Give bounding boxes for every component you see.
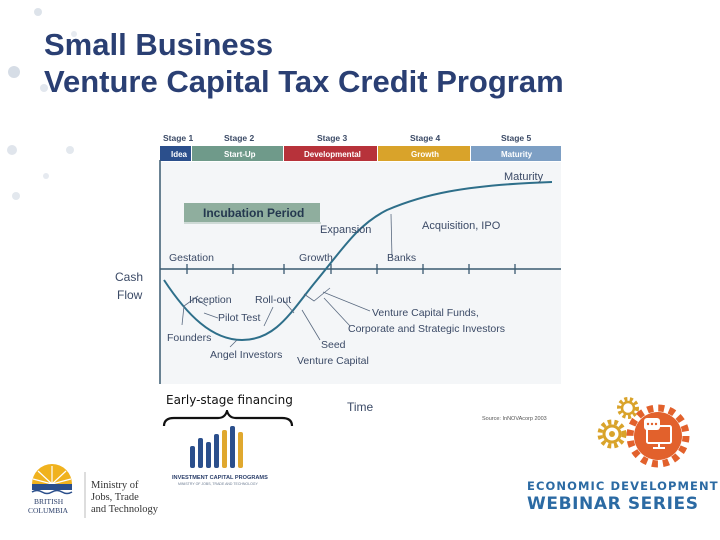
webinar-series-logo: ECONOMIC DEVELOPMENT WEBINAR SERIES — [527, 479, 719, 514]
label-growth: Growth — [299, 252, 333, 264]
stage-3-bar — [284, 146, 377, 161]
label-corporate-investors: Corporate and Strategic Investors — [348, 323, 505, 335]
bc-sun-icon — [32, 464, 72, 485]
stage-5-bar — [471, 146, 561, 161]
title-line-2: Venture Capital Tax Credit Program — [44, 64, 564, 99]
label-seed-venture-capital: Venture Capital — [297, 355, 369, 367]
label-founders: Founders — [167, 332, 211, 344]
chat-bubble-icon — [644, 418, 660, 430]
ministry-divider — [84, 472, 86, 518]
bc-waves — [31, 489, 73, 495]
ministry-line-2: Jobs, Trade — [91, 492, 139, 503]
early-stage-financing-label: Early-stage financing — [166, 393, 293, 407]
bc-government-logo: BRITISH COLUMBIA — [28, 464, 73, 515]
stage-1: Stage 1 Idea — [160, 133, 194, 161]
label-venture-capital-funds: Venture Capital Funds, — [372, 307, 479, 319]
stage-1-bar — [160, 146, 191, 161]
diagram-background — [160, 160, 561, 384]
ministry-line-3: and Technology — [91, 504, 159, 515]
bc-mountains — [32, 484, 72, 490]
x-axis-label-time: Time — [347, 400, 374, 414]
stage-4: Stage 4 Growth — [378, 133, 470, 161]
label-angel-investors: Angel Investors — [210, 349, 282, 361]
label-inception: Inception — [189, 294, 232, 306]
bc-logo-columbia: COLUMBIA — [28, 506, 69, 515]
webinar-line-2: WEBINAR SERIES — [527, 494, 699, 514]
investment-capital-programs-logo: INVESTMENT CAPITAL PROGRAMS MINISTRY OF … — [172, 426, 268, 486]
icp-logo-subtitle: MINISTRY OF JOBS, TRADE AND TECHNOLOGY — [178, 482, 259, 486]
title-line-1: Small Business — [44, 27, 274, 62]
stage-2-name: Start-Up — [224, 150, 256, 159]
stage-3-name: Developmental — [304, 150, 361, 159]
stage-2-bar — [192, 146, 283, 161]
small-gear-icon — [617, 397, 639, 419]
business-lifecycle-diagram: Stage 1 Idea Stage 2 Start-Up Stage 3 De… — [115, 130, 561, 422]
stage-5-name: Maturity — [501, 150, 533, 159]
label-banks: Banks — [387, 252, 416, 264]
bc-logo-british: BRITISH — [34, 497, 64, 506]
label-acquisition-ipo: Acquisition, IPO — [422, 220, 501, 232]
stage-5-label: Stage 5 — [501, 133, 532, 143]
label-pilot-test: Pilot Test — [218, 312, 260, 324]
large-gear-icon — [626, 404, 690, 468]
stage-4-label: Stage 4 — [410, 133, 441, 143]
diagram-source: Source: InNOVAcorp 2003 — [482, 416, 547, 422]
stage-4-name: Growth — [411, 150, 439, 159]
webinar-line-1: ECONOMIC DEVELOPMENT — [527, 479, 719, 493]
stage-1-label: Stage 1 — [163, 133, 194, 143]
label-seed: Seed — [321, 339, 346, 351]
ministry-line-1: Ministry of — [91, 480, 139, 491]
stage-5: Stage 5 Maturity — [471, 133, 561, 161]
decorative-dots — [7, 8, 77, 200]
label-maturity: Maturity — [504, 171, 544, 183]
incubation-period-label: Incubation Period — [203, 206, 304, 220]
label-roll-out: Roll-out — [255, 294, 291, 306]
ministry-name: Ministry of Jobs, Trade and Technology — [91, 480, 158, 516]
label-expansion: Expansion — [320, 224, 371, 236]
y-axis-label-flow: Flow — [117, 288, 143, 302]
icp-logo-title: INVESTMENT CAPITAL PROGRAMS — [172, 475, 268, 481]
icp-logo-bars — [190, 426, 243, 468]
page-title: Small Business Venture Capital Tax Credi… — [44, 26, 564, 100]
medium-gear-icon — [597, 419, 627, 449]
stage-4-bar — [378, 146, 470, 161]
label-gestation: Gestation — [169, 252, 214, 264]
x-axis-ticks — [186, 264, 516, 274]
webinar-gears-icon — [597, 397, 690, 468]
y-axis-label-cash: Cash — [115, 270, 143, 284]
early-stage-brace — [162, 410, 294, 427]
cash-flow-curve — [163, 181, 553, 342]
incubation-period-box — [184, 203, 320, 222]
annotation-pointers — [181, 213, 393, 348]
stage-1-name: Idea — [171, 150, 188, 159]
stage-3: Stage 3 Developmental — [284, 133, 377, 161]
stage-2-label: Stage 2 — [224, 133, 255, 143]
stage-3-label: Stage 3 — [317, 133, 348, 143]
stage-2: Stage 2 Start-Up — [192, 133, 283, 161]
